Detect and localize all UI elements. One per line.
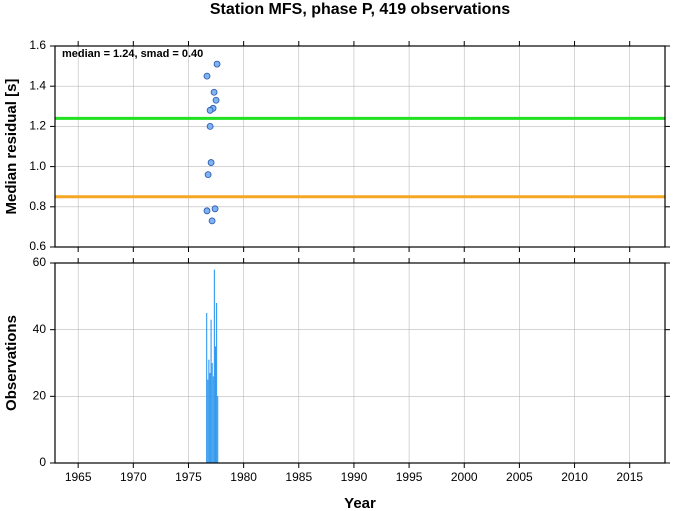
point <box>210 88 218 96</box>
bar <box>217 396 219 463</box>
point <box>213 60 221 68</box>
x-tick-label: 1985 <box>285 470 312 484</box>
bar <box>212 376 214 463</box>
bar <box>209 373 211 463</box>
y-tick-label: 1.0 <box>29 159 46 173</box>
bar <box>213 269 215 463</box>
x-tick-label: 1995 <box>396 470 423 484</box>
bar <box>207 379 209 463</box>
x-tick-label: 1975 <box>175 470 202 484</box>
x-axis-label: Year <box>344 495 376 511</box>
bar <box>208 359 210 463</box>
y-tick-label: 20 <box>33 389 47 403</box>
y-tick-label: 1.4 <box>29 78 46 92</box>
point <box>211 205 219 213</box>
y-tick-label: 0.6 <box>29 239 46 253</box>
annotation: median = 1.24, smad = 0.40 <box>62 48 203 60</box>
y-axis-label: Observations <box>3 315 20 411</box>
plot-frame <box>54 262 666 464</box>
point <box>206 106 214 114</box>
x-tick-label: 2015 <box>616 470 643 484</box>
point <box>207 159 215 166</box>
bar <box>211 363 213 463</box>
x-tick-label: 2005 <box>506 470 533 484</box>
point <box>204 171 212 179</box>
y-tick-label: 1.6 <box>29 38 46 52</box>
plot-frame <box>54 45 666 248</box>
y-tick-label: 0.8 <box>29 199 46 213</box>
bar <box>214 346 217 463</box>
point <box>203 207 211 215</box>
bar <box>206 313 208 463</box>
x-tick-label: 2010 <box>561 470 588 484</box>
bar <box>216 303 218 463</box>
point <box>208 217 216 225</box>
y-tick-label: 1.2 <box>29 119 46 133</box>
x-tick-label: 1980 <box>230 470 257 484</box>
point <box>203 72 211 80</box>
point <box>212 96 220 104</box>
bar <box>210 319 212 463</box>
chart-title: Station MFS, phase P, 419 observations <box>210 1 510 18</box>
x-tick-label: 1965 <box>65 470 92 484</box>
x-tick-label: 1990 <box>341 470 368 484</box>
y-tick-label: 0 <box>39 455 46 469</box>
point <box>206 123 214 130</box>
x-tick-label: 1970 <box>120 470 147 484</box>
y-tick-label: 40 <box>33 322 47 336</box>
x-tick-label: 2000 <box>451 470 478 484</box>
y-axis-label: Median residual [s] <box>3 79 20 215</box>
y-tick-label: 60 <box>33 255 47 269</box>
